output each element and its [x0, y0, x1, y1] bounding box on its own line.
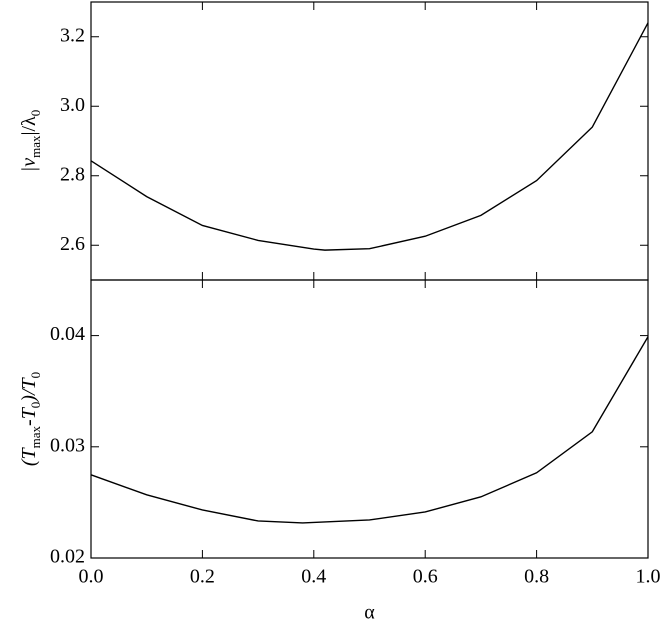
y-label-part: (T: [18, 447, 40, 467]
y-label-part: max: [28, 425, 43, 448]
y-label-part: 0: [28, 402, 43, 409]
y-tick-label: 3.2: [60, 24, 85, 46]
y-tick-label: 0.02: [50, 546, 85, 568]
y-label-part: |/λ: [18, 116, 40, 136]
y-label-part: )/T: [18, 376, 40, 402]
x-tick-label: 1.0: [636, 566, 661, 588]
x-tick-label: 0.4: [301, 566, 326, 588]
y-tick-label: 2.8: [60, 163, 85, 185]
y-label-part: 0: [28, 372, 43, 379]
x-axis-label: α: [364, 602, 375, 624]
y-tick-label: 0.04: [50, 323, 85, 345]
plot-frame: [90, 1, 649, 281]
plot-frame: [90, 279, 649, 559]
y-axis-label: |vmax|/λ0: [18, 110, 44, 173]
y-label-part: -T: [18, 406, 40, 426]
y-label-part: 0: [28, 110, 43, 117]
y-tick-label: 0.03: [50, 434, 85, 456]
y-tick-label: 3.0: [60, 94, 85, 116]
data-line: [90, 336, 649, 524]
x-tick-label: 0.2: [190, 566, 215, 588]
y-label-part: |v: [18, 158, 40, 172]
x-tick-label: 0.8: [524, 566, 549, 588]
y-label-part: max: [28, 135, 43, 158]
data-line: [90, 22, 649, 251]
x-tick-label: 0.0: [79, 566, 104, 588]
x-tick-label: 0.6: [413, 566, 438, 588]
y-tick-label: 2.6: [60, 233, 85, 255]
y-axis-label: (Tmax-T0)/T0: [18, 372, 44, 466]
